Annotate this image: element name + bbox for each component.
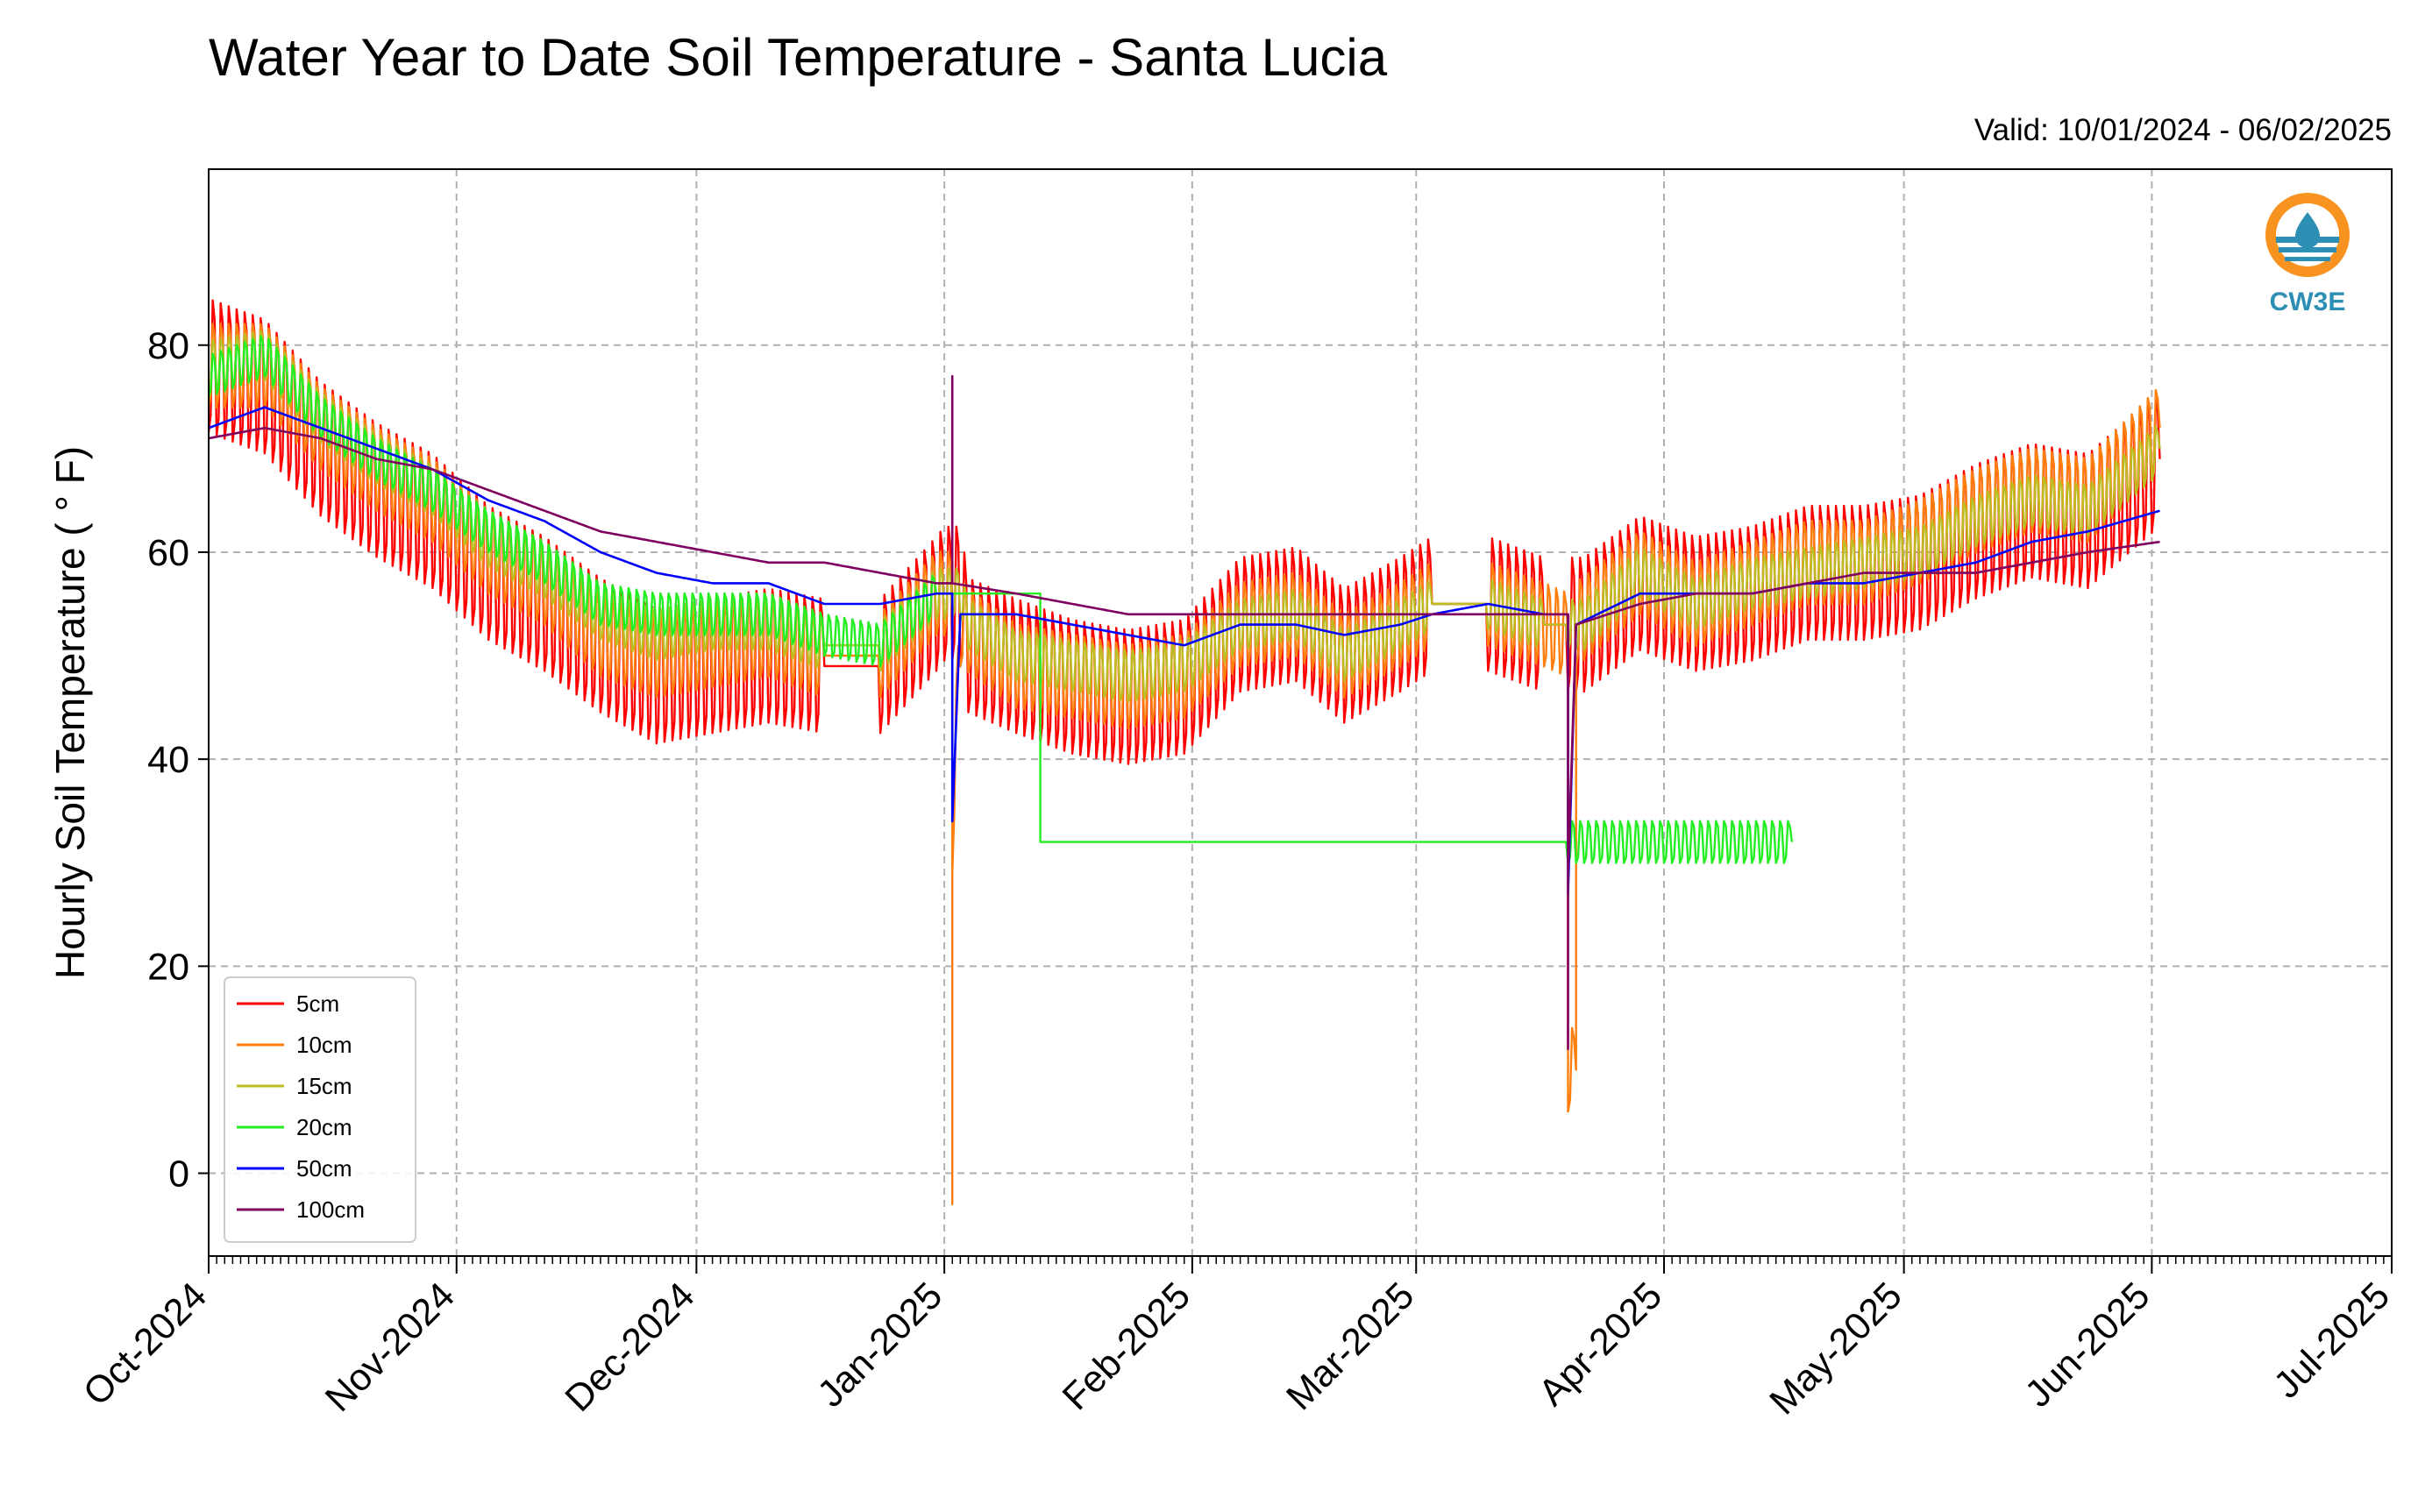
- y-tick-label: 80: [147, 325, 189, 367]
- x-tick-label: Oct-2024: [75, 1274, 215, 1414]
- y-axis: 0 20 40 60 80: [147, 325, 209, 1196]
- logo-text: CW3E: [2270, 287, 2346, 316]
- y-tick-label: 20: [147, 946, 189, 988]
- x-tick-label: May-2025: [1762, 1274, 1910, 1423]
- logo-wave-3: [2285, 257, 2330, 261]
- series-line-100cm: [208, 374, 2160, 1051]
- legend-label-100cm: 100cm: [296, 1196, 365, 1223]
- y-tick-label: 60: [147, 532, 189, 574]
- legend-label-20cm: 20cm: [296, 1114, 352, 1140]
- legend-label-5cm: 5cm: [296, 990, 339, 1017]
- x-tick-label: Nov-2024: [317, 1274, 463, 1420]
- x-tick-label: Jul-2025: [2265, 1274, 2398, 1407]
- water-drop-icon: [2295, 212, 2320, 248]
- x-tick-label: Mar-2025: [1278, 1274, 1422, 1418]
- plot-frame: [208, 168, 2393, 1257]
- x-tick-label: Jun-2025: [2017, 1274, 2158, 1416]
- legend-label-50cm: 50cm: [296, 1155, 352, 1182]
- y-tick-label: 0: [168, 1154, 189, 1196]
- x-axis: Oct-2024 Nov-2024 Dec-2024 Jan-2025 Feb-2025…: [75, 1256, 2398, 1423]
- series-line-50cm: [208, 406, 2160, 895]
- legend: 5cm 10cm 15cm 20cm 50cm 100cm: [224, 976, 416, 1243]
- series-line-20cm: [207, 335, 1794, 864]
- y-axis-label: Hourly Soil Temperature ( ° F): [47, 446, 93, 979]
- legend-label-15cm: 15cm: [296, 1073, 352, 1099]
- cw3e-logo: CW3E: [2265, 193, 2350, 316]
- legend-label-10cm: 10cm: [296, 1032, 352, 1058]
- logo-wave-2: [2279, 247, 2336, 252]
- chart-subtitle: Valid: 10/01/2024 - 06/02/2025: [1974, 113, 2392, 147]
- x-tick-label: Dec-2024: [558, 1274, 703, 1420]
- grid-lines: [208, 169, 2393, 1256]
- series-layer: [207, 299, 2161, 1206]
- chart-title: Water Year to Date Soil Temperature - Sa…: [209, 28, 1388, 87]
- x-tick-label: Feb-2025: [1055, 1274, 1198, 1418]
- series-line-10cm: [207, 323, 2161, 1206]
- x-tick-label: Jan-2025: [809, 1274, 950, 1416]
- y-tick-label: 40: [147, 739, 189, 781]
- x-tick-label: Apr-2025: [1531, 1274, 1670, 1414]
